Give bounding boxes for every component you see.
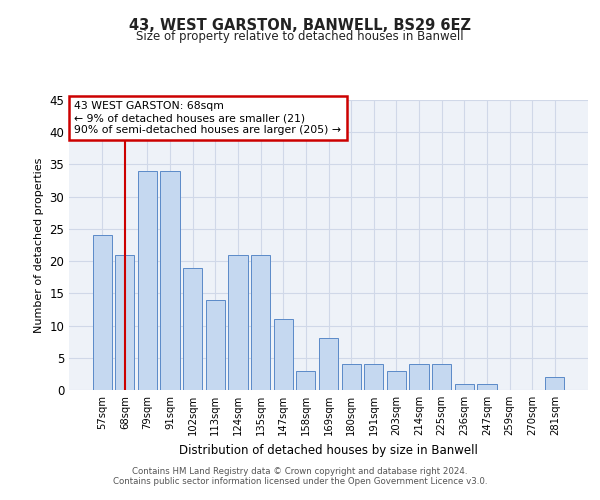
Bar	[296, 370, 316, 390]
Bar	[251, 254, 270, 390]
Bar	[341, 364, 361, 390]
Bar	[160, 171, 180, 390]
Text: 43 WEST GARSTON: 68sqm
← 9% of detached houses are smaller (21)
90% of semi-deta: 43 WEST GARSTON: 68sqm ← 9% of detached …	[74, 102, 341, 134]
Bar	[477, 384, 497, 390]
X-axis label: Distribution of detached houses by size in Banwell: Distribution of detached houses by size …	[179, 444, 478, 456]
Bar	[319, 338, 338, 390]
Bar	[138, 171, 157, 390]
Bar	[455, 384, 474, 390]
Bar	[409, 364, 428, 390]
Y-axis label: Number of detached properties: Number of detached properties	[34, 158, 44, 332]
Bar	[206, 300, 225, 390]
Text: Size of property relative to detached houses in Banwell: Size of property relative to detached ho…	[136, 30, 464, 43]
Bar	[545, 377, 565, 390]
Bar	[364, 364, 383, 390]
Bar	[229, 254, 248, 390]
Bar	[183, 268, 202, 390]
Text: Contains public sector information licensed under the Open Government Licence v3: Contains public sector information licen…	[113, 477, 487, 486]
Bar	[387, 370, 406, 390]
Bar	[115, 254, 134, 390]
Text: Contains HM Land Registry data © Crown copyright and database right 2024.: Contains HM Land Registry data © Crown c…	[132, 467, 468, 476]
Bar	[274, 319, 293, 390]
Bar	[432, 364, 451, 390]
Text: 43, WEST GARSTON, BANWELL, BS29 6EZ: 43, WEST GARSTON, BANWELL, BS29 6EZ	[129, 18, 471, 32]
Bar	[92, 236, 112, 390]
